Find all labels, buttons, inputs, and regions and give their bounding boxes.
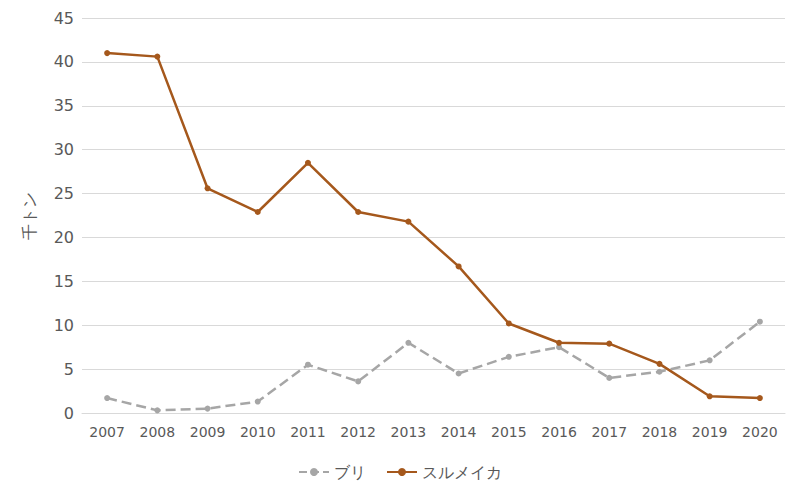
svg-text:2007: 2007: [89, 424, 125, 440]
svg-text:30: 30: [54, 140, 74, 159]
svg-text:2017: 2017: [591, 424, 627, 440]
svg-text:0: 0: [64, 404, 74, 423]
svg-text:5: 5: [64, 360, 74, 379]
svg-text:2010: 2010: [240, 424, 276, 440]
svg-text:20: 20: [54, 228, 74, 247]
svg-text:35: 35: [54, 96, 74, 115]
svg-text:40: 40: [54, 52, 74, 71]
svg-text:2009: 2009: [190, 424, 226, 440]
svg-text:スルメイカ: スルメイカ: [422, 463, 502, 482]
svg-text:2014: 2014: [441, 424, 477, 440]
svg-text:2018: 2018: [642, 424, 678, 440]
svg-text:45: 45: [54, 9, 74, 28]
svg-text:25: 25: [54, 184, 74, 203]
svg-text:2020: 2020: [742, 424, 778, 440]
svg-text:2016: 2016: [541, 424, 577, 440]
svg-text:15: 15: [54, 272, 74, 291]
svg-text:ブリ: ブリ: [334, 463, 366, 482]
svg-text:2015: 2015: [491, 424, 527, 440]
svg-text:2019: 2019: [692, 424, 728, 440]
svg-text:2011: 2011: [290, 424, 326, 440]
svg-text:10: 10: [54, 316, 74, 335]
svg-text:2012: 2012: [340, 424, 376, 440]
svg-text:2008: 2008: [140, 424, 176, 440]
svg-text:2013: 2013: [391, 424, 427, 440]
svg-text:千トン: 千トン: [20, 192, 39, 240]
